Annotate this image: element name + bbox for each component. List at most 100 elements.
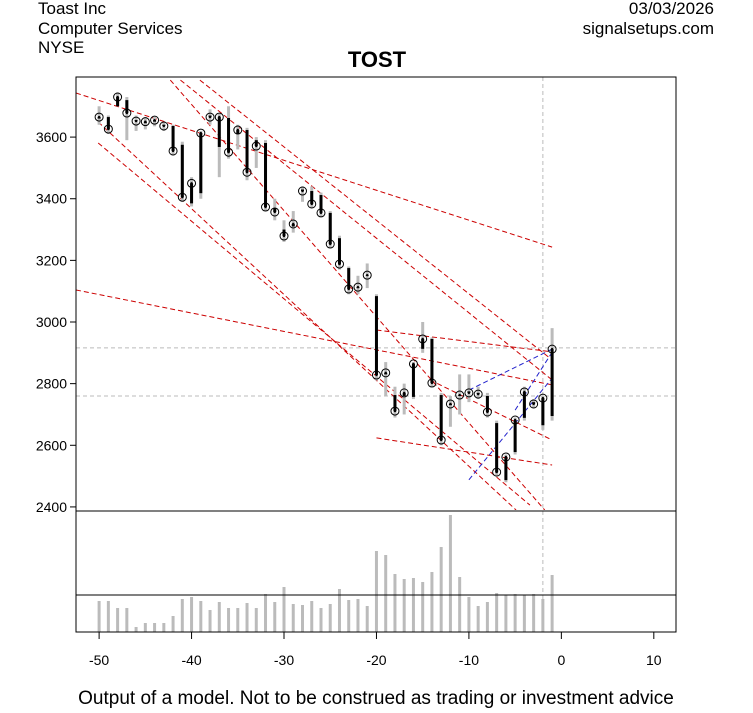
- close-dot: [292, 222, 295, 226]
- close-dot: [347, 287, 350, 291]
- close-marker: [233, 125, 243, 135]
- close-marker: [94, 112, 104, 122]
- close-dot: [199, 131, 203, 135]
- y-tick-label: 2400: [36, 499, 67, 515]
- close-marker: [205, 112, 215, 122]
- close-dot: [153, 118, 156, 122]
- close-marker: [270, 207, 280, 217]
- close-dot: [107, 127, 110, 131]
- close-dot: [255, 144, 258, 148]
- trend-line: [97, 121, 517, 510]
- close-dot: [264, 205, 267, 209]
- close-dot: [366, 273, 369, 277]
- close-marker: [344, 284, 354, 294]
- y-tick-label: 3000: [36, 314, 67, 330]
- close-marker: [224, 147, 234, 157]
- close-dot: [513, 418, 517, 422]
- close-dot: [245, 171, 249, 174]
- x-tick-label: -20: [366, 652, 386, 668]
- close-marker: [177, 192, 187, 202]
- close-dot: [310, 202, 313, 206]
- close-dot: [97, 115, 101, 119]
- trend-line: [376, 437, 553, 466]
- close-marker: [455, 390, 465, 400]
- close-dot: [134, 119, 138, 123]
- close-dot: [329, 242, 332, 246]
- close-dot: [439, 438, 443, 442]
- close-marker: [445, 399, 455, 409]
- trend-line: [180, 79, 553, 381]
- close-dot: [550, 347, 554, 351]
- y-tick-label: 3600: [36, 129, 67, 145]
- close-marker: [150, 115, 160, 125]
- close-dot: [421, 337, 424, 341]
- close-dot: [523, 390, 526, 394]
- close-dot: [301, 189, 304, 193]
- y-tick-label: 3200: [36, 252, 67, 268]
- close-dot: [162, 124, 166, 128]
- close-marker: [482, 407, 492, 417]
- close-marker: [501, 452, 511, 462]
- close-dot: [541, 396, 545, 400]
- close-marker: [168, 146, 178, 156]
- close-marker: [538, 393, 548, 403]
- trend-line: [199, 79, 553, 361]
- close-marker: [140, 117, 150, 127]
- trend-line: [514, 351, 553, 411]
- close-dot: [495, 470, 498, 474]
- close-dot: [467, 391, 471, 395]
- close-marker: [464, 388, 474, 398]
- date: 03/03/2026: [629, 0, 714, 18]
- close-dot: [208, 115, 212, 119]
- close-dot: [412, 362, 415, 366]
- close-marker: [298, 186, 308, 196]
- close-marker: [214, 112, 224, 122]
- close-dot: [504, 455, 508, 459]
- close-dot: [476, 392, 480, 396]
- close-dot: [144, 120, 147, 123]
- close-marker: [159, 121, 169, 131]
- close-marker: [427, 378, 437, 388]
- close-marker: [390, 406, 400, 416]
- close-marker: [547, 344, 557, 354]
- x-tick-label: -10: [459, 652, 479, 668]
- close-marker: [353, 282, 363, 292]
- close-dot: [486, 410, 489, 414]
- close-marker: [362, 270, 372, 280]
- trend-line: [468, 377, 553, 481]
- y-tick-label: 3400: [36, 191, 67, 207]
- company: Toast Inc: [38, 0, 107, 18]
- close-marker: [103, 124, 113, 134]
- x-tick-label: -50: [89, 652, 109, 668]
- close-dot: [393, 409, 397, 413]
- close-marker: [418, 334, 428, 344]
- close-dot: [449, 402, 452, 406]
- close-dot: [402, 391, 406, 395]
- close-dot: [375, 373, 378, 377]
- trend-line: [376, 329, 553, 353]
- close-marker: [196, 128, 206, 138]
- close-marker: [316, 208, 326, 218]
- y-tick-label: 2800: [36, 376, 67, 392]
- close-dot: [218, 115, 221, 119]
- sector: Computer Services: [38, 19, 183, 38]
- close-marker: [279, 231, 289, 241]
- close-dot: [338, 262, 341, 266]
- close-marker: [529, 399, 539, 409]
- close-marker: [261, 202, 271, 212]
- x-tick-label: 0: [557, 652, 565, 668]
- close-marker: [473, 389, 483, 399]
- source: signalsetups.com: [583, 19, 714, 38]
- close-dot: [273, 210, 276, 214]
- close-dot: [125, 111, 129, 115]
- close-marker: [381, 368, 391, 378]
- close-marker: [371, 370, 381, 380]
- close-marker: [242, 167, 252, 177]
- close-marker: [288, 219, 298, 229]
- trend-line: [169, 79, 546, 510]
- close-dot: [190, 182, 193, 185]
- close-marker: [307, 199, 317, 209]
- trend-line: [468, 348, 553, 391]
- close-dot: [236, 128, 239, 132]
